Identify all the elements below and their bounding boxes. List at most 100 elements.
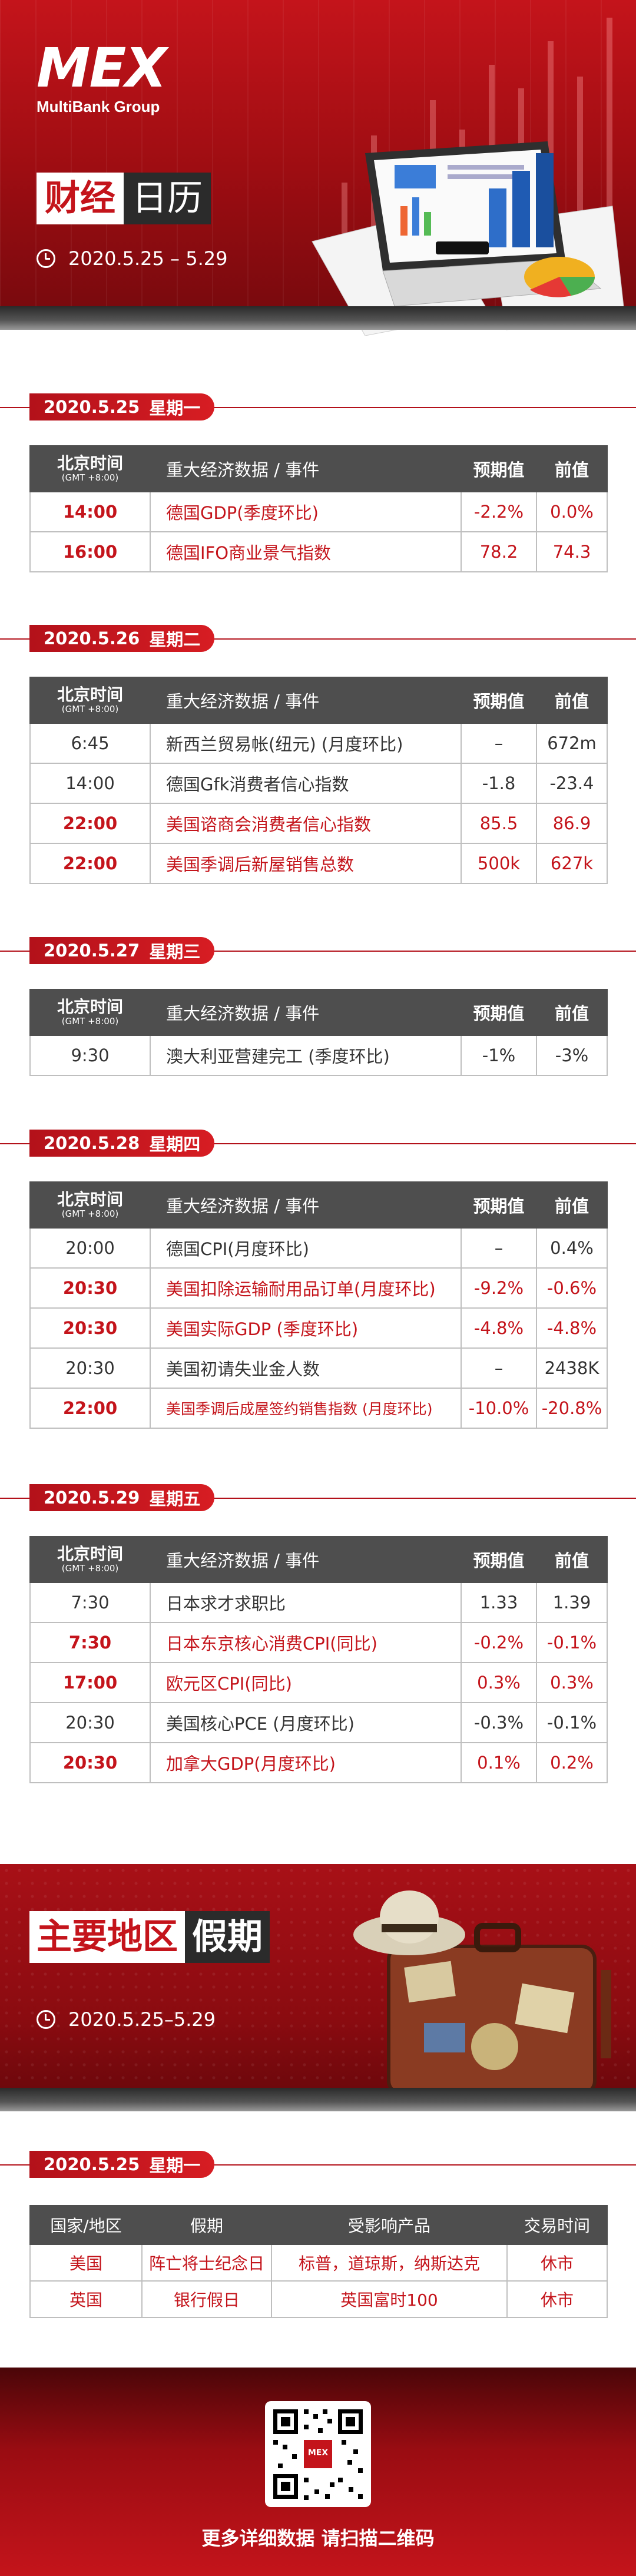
holiday-table: 国家/地区 假期 受影响产品 交易时间 美国 阵亡将士纪念日 标普，道琼斯，纳斯… — [29, 2205, 608, 2318]
table-row: 22:00 美国季调后新屋销售总数 500k 627k — [29, 843, 608, 884]
cell-previous: -0.6% — [536, 1267, 608, 1309]
cell-forecast: 78.2 — [461, 531, 537, 572]
cell-forecast: -1.8 — [461, 763, 537, 804]
cell-previous: -20.8% — [536, 1388, 608, 1429]
cell-previous: 627k — [536, 843, 608, 884]
cell-event: 美国实际GDP (季度环比) — [150, 1307, 462, 1349]
cell-event: 日本求才求职比 — [150, 1582, 462, 1623]
cell-event: 澳大利亚营建完工 (季度环比) — [150, 1035, 462, 1076]
cell-previous: 0.0% — [536, 491, 608, 532]
suitcase-hat-illustration — [353, 1890, 611, 2095]
header-event: 重大经济数据 / 事件 — [150, 1536, 462, 1583]
table-row: 7:30 日本东京核心消费CPI(同比) -0.2% -0.1% — [29, 1622, 608, 1663]
cell-previous: 86.9 — [536, 803, 608, 844]
date-tag-weekday: 星期一 — [149, 398, 201, 418]
date-rule — [0, 951, 636, 952]
header-time: 北京时间 (GMT +8:00) — [29, 989, 151, 1036]
table-header-row: 北京时间 (GMT +8:00) 重大经济数据 / 事件 预期值 前值 — [29, 677, 608, 724]
cell-time: 17:00 — [29, 1662, 151, 1703]
cell-time: 22:00 — [29, 803, 151, 844]
date-rule — [0, 1498, 636, 1499]
header-products: 受影响产品 — [271, 2205, 508, 2245]
cell-event: 美国初请失业金人数 — [150, 1347, 462, 1389]
date-rule — [0, 638, 636, 640]
table-row: 9:30 澳大利亚营建完工 (季度环比) -1% -3% — [29, 1035, 608, 1076]
brand-logo: MEX MultiBank Group — [37, 41, 167, 116]
clock-icon — [37, 2010, 55, 2029]
cell-holiday: 银行假日 — [141, 2280, 272, 2318]
cell-time: 20:30 — [29, 1742, 151, 1783]
header-previous: 前值 — [536, 1536, 608, 1583]
holiday-date-range: 2020.5.25–5.29 — [37, 2008, 216, 2031]
date-tag-date: 2020.5.26 — [44, 628, 140, 648]
cell-forecast: 1.33 — [461, 1582, 537, 1623]
cell-forecast: 85.5 — [461, 803, 537, 844]
header-forecast: 预期值 — [461, 445, 537, 492]
table-header-row: 北京时间 (GMT +8:00) 重大经济数据 / 事件 预期值 前值 — [29, 989, 608, 1036]
header-time: 北京时间 (GMT +8:00) — [29, 1536, 151, 1583]
cell-forecast: -1% — [461, 1035, 537, 1076]
cell-region: 美国 — [29, 2244, 143, 2282]
calendar-table: 北京时间 (GMT +8:00) 重大经济数据 / 事件 预期值 前值 7:30 … — [29, 1536, 608, 1783]
qr-badge-text: MEX — [307, 2448, 329, 2458]
cell-event: 日本东京核心消费CPI(同比) — [150, 1622, 462, 1663]
holiday-date-text: 2020.5.25–5.29 — [68, 2008, 216, 2031]
table-row: 14:00 德国GDP(季度环比) -2.2% 0.0% — [29, 491, 608, 532]
date-tag-date: 2020.5.29 — [44, 1488, 140, 1508]
table-row: 22:00 美国谘商会消费者信心指数 85.5 86.9 — [29, 803, 608, 844]
cell-event: 美国谘商会消费者信心指数 — [150, 803, 462, 844]
cell-event: 德国Gfk消费者信心指数 — [150, 763, 462, 804]
qr-code[interactable]: MEX — [265, 2401, 371, 2507]
cell-event: 新西兰贸易帐(纽元) (月度环比) — [150, 723, 462, 764]
date-tag-date: 2020.5.25 — [44, 2154, 140, 2174]
cell-products: 标普，道琼斯，纳斯达克 — [271, 2244, 508, 2282]
cell-trading: 休市 — [506, 2244, 608, 2282]
cell-forecast: 0.1% — [461, 1742, 537, 1783]
cell-event: 德国GDP(季度环比) — [150, 491, 462, 532]
cell-products: 英国富时100 — [271, 2280, 508, 2318]
calendar-table: 北京时间 (GMT +8:00) 重大经济数据 / 事件 预期值 前值 14:00… — [29, 445, 608, 572]
header-holiday: 假期 — [141, 2205, 272, 2245]
date-tag-date: 2020.5.28 — [44, 1133, 140, 1153]
table-header-row: 国家/地区 假期 受影响产品 交易时间 — [29, 2205, 608, 2245]
date-tag-weekday: 星期一 — [149, 2156, 201, 2176]
cell-forecast: – — [461, 1347, 537, 1389]
date-tag: 2020.5.26 星期二 — [29, 625, 215, 652]
calendar-table: 北京时间 (GMT +8:00) 重大经济数据 / 事件 预期值 前值 20:00… — [29, 1181, 608, 1429]
cell-time: 7:30 — [29, 1582, 151, 1623]
date-tag-date: 2020.5.25 — [44, 397, 140, 417]
cell-previous: 0.2% — [536, 1742, 608, 1783]
cell-time: 16:00 — [29, 531, 151, 572]
cell-forecast: 0.3% — [461, 1662, 537, 1703]
hero-divider-band — [0, 306, 636, 330]
date-tag-weekday: 星期二 — [149, 630, 201, 650]
cell-previous: -23.4 — [536, 763, 608, 804]
cell-time: 20:30 — [29, 1267, 151, 1309]
cell-time: 20:00 — [29, 1227, 151, 1269]
laptop-charts-illustration — [312, 141, 624, 336]
table-row: 20:30 美国实际GDP (季度环比) -4.8% -4.8% — [29, 1307, 608, 1349]
date-rule — [0, 2164, 636, 2166]
logo-group-name: MultiBank Group — [37, 98, 160, 115]
holiday-title-part-a: 主要地区 — [29, 1911, 185, 1963]
cell-trading: 休市 — [506, 2280, 608, 2318]
cell-time: 9:30 — [29, 1035, 151, 1076]
date-tag: 2020.5.25 星期一 — [29, 393, 215, 420]
cell-time: 6:45 — [29, 723, 151, 764]
cell-event: 德国IFO商业景气指数 — [150, 531, 462, 572]
holiday-title-part-b: 假期 — [185, 1911, 270, 1963]
cell-forecast: – — [461, 723, 537, 764]
header-event: 重大经济数据 / 事件 — [150, 1181, 462, 1229]
date-tag-date: 2020.5.27 — [44, 941, 140, 961]
cell-forecast: -0.2% — [461, 1622, 537, 1663]
cell-time: 22:00 — [29, 1388, 151, 1429]
cell-event: 德国CPI(月度环比) — [150, 1227, 462, 1269]
table-row: 14:00 德国Gfk消费者信心指数 -1.8 -23.4 — [29, 763, 608, 804]
cell-time: 22:00 — [29, 843, 151, 884]
header-trading: 交易时间 — [506, 2205, 608, 2245]
cell-forecast: -0.3% — [461, 1702, 537, 1743]
cell-previous: -0.1% — [536, 1622, 608, 1663]
cell-forecast: – — [461, 1227, 537, 1269]
date-tag: 2020.5.27 星期三 — [29, 937, 215, 964]
cell-time: 14:00 — [29, 491, 151, 532]
